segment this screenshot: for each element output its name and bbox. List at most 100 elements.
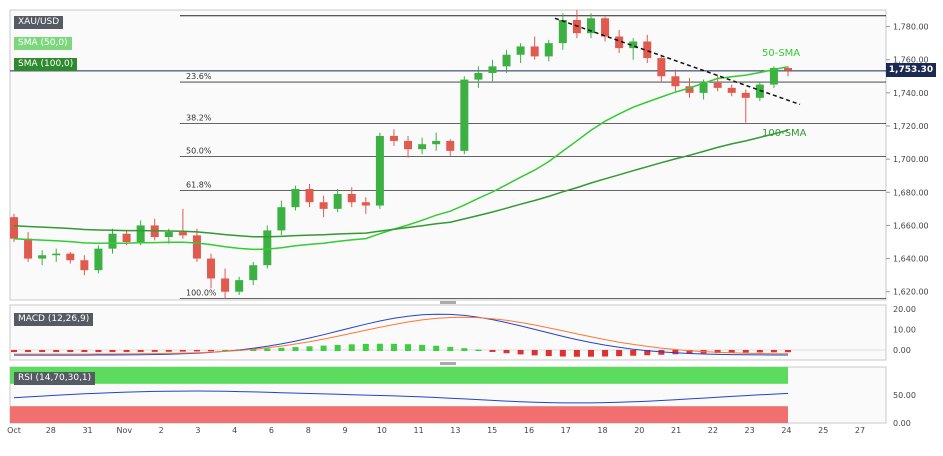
rsi-tick-label: 50.00 [893,391,916,400]
rsi-tag: RSI (14,70,30,1) [14,372,96,385]
macd-hist-bar [81,350,88,353]
candle-body [769,68,778,85]
macd-hist-bar [306,346,313,351]
sma50-line [13,65,789,251]
macd-hist-bar [320,345,327,351]
candle-body [361,202,370,206]
x-tick-label: Oct [7,426,21,435]
macd-hist-bar [222,349,229,351]
candle-body [685,86,694,93]
macd-hist-bar [165,350,172,352]
candle-body [474,72,483,80]
candle-body [516,46,525,55]
x-tick-label: 25 [818,426,828,435]
candle-body [375,135,384,206]
macd-tick-label: 10.00 [893,326,916,335]
x-tick-label: 23 [745,426,755,435]
candle-body [544,43,553,57]
y-tick-label: 1,700.00 [893,155,929,164]
macd-hist-bar [123,350,130,352]
macd-hist-bar [348,344,355,351]
macd-hist-bar [742,350,749,353]
y-tick-label: 1,660.00 [893,221,929,230]
candle-body [319,202,328,209]
macd-hist-bar [137,350,144,352]
macd-hist-bar [292,347,299,351]
pane-splitter [440,362,456,365]
macd-hist-bar [433,345,440,351]
macd-hist-bar [756,350,763,353]
sma50-tag: SMA (50,0) [14,37,72,50]
candle-body [502,54,511,67]
y-tick-label: 1,620.00 [893,288,929,297]
candle-body [192,235,201,259]
sma50-annotation: 50-SMA [762,48,800,59]
symbol-tag: XAU/USD [14,16,64,29]
x-tick-label: 17 [561,426,571,435]
fib-label: 100.0% [186,288,217,297]
candle-body [418,144,427,150]
candle-body [235,280,244,292]
fib-label: 50.0% [186,147,212,156]
macd-line [14,313,788,356]
pane-frame [9,9,887,301]
pane-splitter [440,301,456,304]
macd-hist-bar [587,350,594,357]
candle-body [24,238,33,259]
macd-hist-bar [390,343,397,351]
candle-body [122,233,131,242]
fib-label: 23.6% [186,72,212,81]
macd-hist-bar [151,350,158,352]
candle-body [164,232,173,238]
candle-body [263,230,272,266]
candle-body [460,79,469,151]
candle-body [94,248,103,271]
y-tick-label: 1,760.00 [893,56,929,65]
x-tick-label: 3 [195,426,200,435]
macd-hist-bar [11,350,17,353]
macd-hist-bar [278,347,285,351]
candle-body [108,233,117,249]
candle-body [136,225,145,242]
x-tick-label: 10 [377,426,387,435]
macd-hist-bar [208,350,215,352]
candle-body [601,18,610,37]
sma100-annotation: 100-SMA [762,128,807,139]
candle-body [699,82,708,93]
x-tick-label: 6 [269,426,274,435]
macd-hist-bar [573,350,580,357]
candle-body [207,258,216,279]
fib-label: 61.8% [186,181,212,190]
rsi-overbought-zone [10,367,788,384]
candle-body [713,82,722,88]
y-tick-label: 1,780.00 [893,23,929,32]
x-tick-label: 20 [634,426,644,435]
x-tick-label: 9 [342,426,347,435]
candle-body [488,66,497,73]
candle-body [404,140,413,150]
candle-body [277,207,286,231]
candle-body [80,260,89,271]
macd-hist-bar [53,350,60,353]
macd-tick-label: 20.00 [893,305,916,314]
macd-hist-bar [475,349,482,351]
macd-hist-bar [419,344,426,351]
macd-hist-bar [264,348,271,351]
candle-body [249,265,258,281]
macd-hist-bar [785,350,791,353]
macd-hist-bar [461,348,468,351]
macd-hist-bar [39,350,46,353]
last-price-tag: 1,753.30 [886,63,936,77]
x-tick-label: 2 [159,426,164,435]
candle-body [10,217,18,239]
x-tick-label: 8 [306,426,311,435]
x-tick-label: 22 [708,426,718,435]
candle-body [52,253,61,256]
macd-hist-bar [517,350,524,355]
sma100-tag: SMA (100,0) [14,58,78,71]
macd-hist-bar [686,350,693,354]
macd-hist-bar [644,350,651,356]
candle-body [178,232,187,236]
macd-hist-bar [630,350,637,356]
